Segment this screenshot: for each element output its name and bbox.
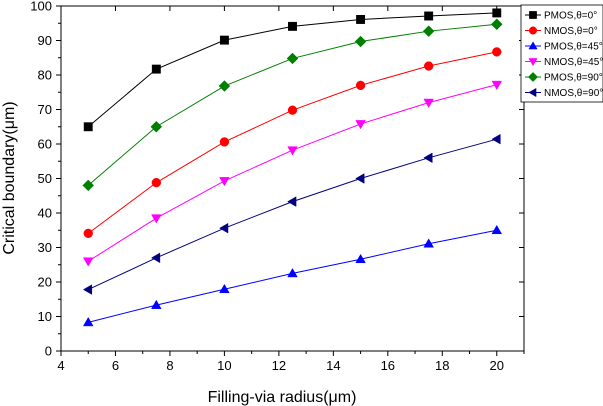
series-5 (82, 133, 501, 295)
x-tick-label: 18 (435, 358, 449, 373)
series-line (88, 138, 497, 291)
data-point (219, 283, 230, 294)
data-point (151, 177, 161, 188)
legend-label: PMOS,θ=45° (544, 42, 603, 53)
data-point (151, 214, 162, 224)
series-layer (82, 8, 503, 327)
legend-label: NMOS,θ=0° (544, 26, 598, 37)
y-axis-title: Critical boundary(μm) (1, 101, 18, 254)
legend-item: PMOS,θ=90° (525, 71, 603, 84)
y-tick-label: 10 (38, 309, 52, 324)
data-point (422, 25, 435, 37)
legend-label: PMOS,θ=0° (544, 11, 597, 22)
data-point (491, 224, 503, 235)
y-tick-label: 0 (45, 344, 52, 359)
data-point (423, 238, 434, 248)
y-tick-label: 80 (38, 68, 52, 83)
x-tick-label: 20 (490, 358, 504, 373)
legend-marker (528, 58, 538, 67)
data-point (423, 152, 433, 164)
data-point (150, 120, 163, 133)
data-point (423, 98, 434, 108)
data-point (83, 122, 93, 132)
data-point (355, 173, 365, 184)
data-point (355, 120, 366, 130)
data-point (218, 80, 231, 92)
data-point (286, 52, 299, 65)
series-line (87, 23, 497, 186)
y-tick-label: 100 (30, 0, 52, 14)
x-tick-label: 16 (381, 358, 395, 373)
data-point (287, 105, 298, 115)
legend-label: NMOS,θ=90° (544, 88, 603, 99)
data-point (491, 80, 503, 90)
data-point (355, 80, 366, 91)
series-3 (82, 80, 503, 267)
x-tick-label: 14 (326, 358, 340, 373)
legend-marker (527, 71, 539, 83)
data-point (491, 133, 501, 145)
data-point (424, 61, 434, 71)
legend-label: NMOS,θ=45° (544, 57, 603, 68)
y-tick-label: 30 (38, 240, 52, 255)
data-point (219, 35, 229, 45)
data-point (287, 146, 298, 156)
x-tick-label: 10 (217, 358, 231, 373)
legend-marker (529, 11, 537, 19)
legend-box (520, 4, 603, 103)
data-point (219, 177, 230, 187)
legend-item: NMOS,θ=45° (525, 57, 603, 68)
series-2 (82, 224, 503, 327)
y-tick-label: 40 (38, 206, 52, 221)
legend-item: PMOS,θ=45° (525, 41, 603, 53)
y-tick-label: 70 (38, 102, 52, 117)
data-point (150, 252, 161, 264)
data-point (288, 21, 297, 31)
legend-item: PMOS,θ=0° (525, 11, 597, 22)
data-point (151, 299, 162, 309)
legend-label: PMOS,θ=90° (544, 73, 603, 84)
data-point (424, 11, 434, 21)
legend-marker (528, 87, 537, 98)
legend-marker (528, 41, 538, 50)
data-point (82, 257, 94, 267)
data-point (355, 253, 366, 264)
y-tick-label: 50 (38, 171, 52, 186)
axes: 4 6 8 10 12 14 16 18 20 0 10 20 30 40 50 60 70 80 90 100 (30, 0, 525, 373)
data-point (287, 268, 298, 278)
x-tick-label: 12 (272, 358, 286, 373)
y-tick-label: 90 (38, 33, 52, 48)
data-point (492, 47, 502, 57)
data-point (490, 18, 503, 31)
legend-item: NMOS,θ=90° (525, 87, 603, 99)
legend-item: NMOS,θ=0° (525, 26, 598, 37)
series-1 (83, 47, 502, 239)
data-point (287, 196, 297, 207)
legend: PMOS,θ=0° NMOS,θ=0° PMOS,θ=45° NMOS,θ=45° PM… (520, 4, 603, 103)
x-tick-label: 8 (166, 358, 173, 373)
data-point (82, 317, 94, 327)
y-tick-label: 20 (38, 275, 52, 290)
data-point (354, 35, 367, 48)
x-axis-title: Filling-via radius(μm) (208, 389, 357, 406)
data-point (82, 284, 93, 295)
x-tick-label: 4 (57, 358, 64, 373)
x-tick-label: 6 (112, 358, 119, 373)
legend-marker (528, 26, 538, 35)
data-point (219, 222, 229, 234)
data-point (82, 179, 95, 192)
data-point (83, 228, 93, 239)
series-4 (82, 18, 503, 192)
data-point (219, 137, 230, 147)
data-point (151, 64, 161, 74)
series-0 (83, 8, 502, 132)
data-point (356, 15, 366, 24)
y-tick-label: 60 (38, 137, 52, 152)
series-line (87, 51, 497, 234)
